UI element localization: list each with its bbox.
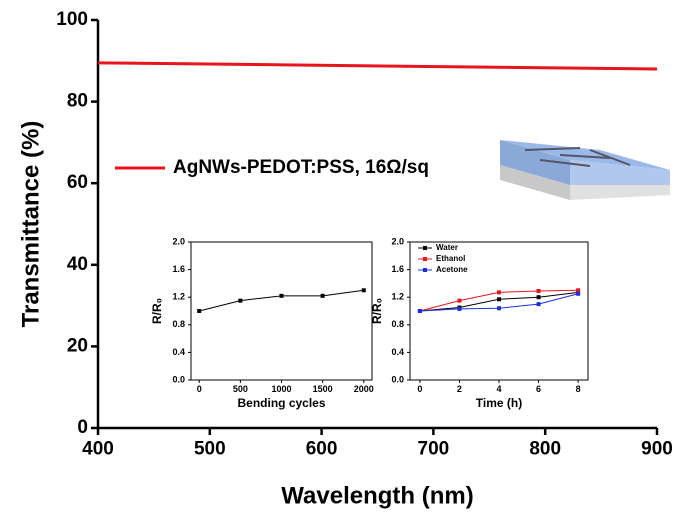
y-axis-label: R/R₀ bbox=[150, 298, 164, 324]
y-tick-label: 20 bbox=[67, 335, 88, 356]
x-tick-label: 2000 bbox=[354, 384, 374, 394]
series-marker bbox=[457, 298, 462, 303]
x-tick-label: 500 bbox=[194, 438, 226, 459]
y-tick-label: 0.4 bbox=[391, 347, 404, 357]
y-axis-label: R/R₀ bbox=[370, 298, 384, 324]
series-marker bbox=[536, 302, 541, 307]
series-marker bbox=[417, 309, 422, 313]
x-tick-label: 8 bbox=[576, 384, 581, 394]
y-tick-label: 1.2 bbox=[391, 292, 404, 302]
film-illustration bbox=[500, 140, 670, 200]
x-axis-label: Wavelength (nm) bbox=[281, 482, 473, 509]
x-tick-label: 500 bbox=[233, 384, 248, 394]
x-tick-label: 1000 bbox=[271, 384, 291, 394]
y-tick-label: 40 bbox=[67, 254, 88, 275]
y-tick-label: 0.0 bbox=[391, 374, 404, 384]
series-marker bbox=[238, 298, 243, 303]
series-marker bbox=[497, 306, 501, 311]
y-tick-label: 2.0 bbox=[172, 236, 185, 246]
series-marker bbox=[197, 309, 202, 313]
y-tick-label: 60 bbox=[67, 172, 88, 193]
series-marker bbox=[320, 293, 325, 298]
legend-label: Water bbox=[436, 243, 458, 252]
x-tick-label: 0 bbox=[197, 384, 202, 394]
x-tick-label: 6 bbox=[536, 384, 541, 394]
series-marker bbox=[457, 306, 462, 311]
x-tick-label: 4 bbox=[496, 384, 501, 394]
y-tick-label: 0 bbox=[77, 417, 88, 438]
x-tick-label: 400 bbox=[82, 438, 114, 459]
plot-frame bbox=[190, 241, 373, 381]
y-tick-label: 0.8 bbox=[172, 319, 185, 329]
y-tick-label: 1.6 bbox=[391, 264, 404, 274]
x-tick-label: 600 bbox=[306, 438, 338, 459]
y-tick-label: 100 bbox=[56, 9, 88, 30]
x-tick-label: 0 bbox=[417, 384, 422, 394]
x-tick-label: 800 bbox=[529, 438, 561, 459]
x-tick-label: 1500 bbox=[313, 384, 333, 394]
x-tick-label: 700 bbox=[418, 438, 450, 459]
legend-marker bbox=[423, 246, 427, 250]
y-tick-label: 0.0 bbox=[172, 374, 185, 384]
y-axis-label: Transmittance (%) bbox=[17, 121, 44, 328]
legend-marker bbox=[423, 268, 427, 272]
series-marker bbox=[576, 288, 581, 293]
series-marker bbox=[497, 290, 501, 295]
x-axis-label: Time (h) bbox=[476, 396, 522, 410]
legend-label: Acetone bbox=[436, 265, 468, 274]
series-marker bbox=[279, 293, 284, 298]
y-tick-label: 1.6 bbox=[172, 264, 185, 274]
y-tick-label: 80 bbox=[67, 91, 88, 112]
legend-marker bbox=[423, 257, 427, 261]
series-marker bbox=[536, 288, 541, 293]
y-tick-label: 1.2 bbox=[172, 292, 185, 302]
legend-label: Ethanol bbox=[436, 254, 465, 263]
x-tick-label: 2 bbox=[457, 384, 462, 394]
legend-label: AgNWs-PEDOT:PSS, 16Ω/sq bbox=[173, 157, 429, 178]
x-axis-label: Bending cycles bbox=[237, 396, 325, 410]
series-line bbox=[199, 289, 364, 312]
y-tick-label: 2.0 bbox=[391, 236, 404, 246]
series-marker bbox=[576, 291, 581, 296]
series-marker bbox=[536, 295, 541, 300]
x-tick-label: 900 bbox=[641, 438, 673, 459]
y-tick-label: 0.4 bbox=[172, 347, 185, 357]
series-marker bbox=[497, 297, 501, 302]
series-marker bbox=[361, 288, 366, 293]
y-tick-label: 0.8 bbox=[391, 319, 404, 329]
series-line bbox=[97, 61, 658, 71]
